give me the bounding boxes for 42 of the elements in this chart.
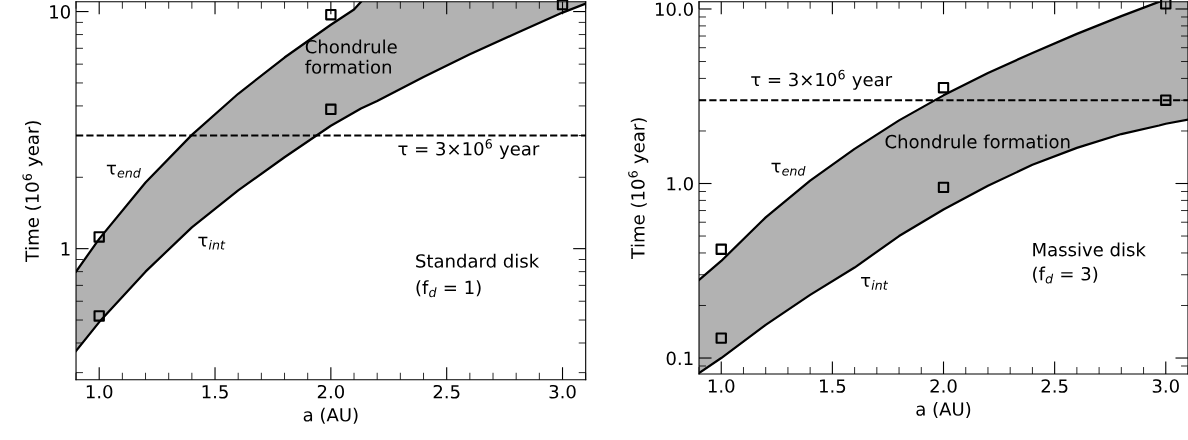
- ref-line-label: τ = 3×10$^{6}$ year: [751, 69, 893, 90]
- ref-line-label: τ = 3×10$^{6}$ year: [398, 139, 540, 160]
- point: [715, 332, 727, 344]
- annotation: (f$_{d}$ = 3): [1033, 266, 1098, 284]
- x-tick-label: 1.0: [86, 384, 113, 399]
- y-tick-label: 0.1: [666, 351, 693, 366]
- series-label: τ$_{end}$: [106, 164, 141, 178]
- point: [715, 243, 727, 255]
- x-tick-label: 2.0: [930, 379, 957, 393]
- annotation: Chondrule formation: [305, 39, 397, 74]
- point: [1160, 94, 1172, 106]
- y-tick-label: 10: [50, 5, 70, 19]
- point: [325, 9, 337, 21]
- annotation: Standard disk: [416, 253, 540, 268]
- x-axis-title: a (AU): [916, 401, 971, 418]
- x-tick-label: 3.0: [1152, 379, 1179, 393]
- series-label: τ$_{end}$: [771, 162, 806, 176]
- point: [325, 103, 337, 116]
- y-tick-label: 1.0: [667, 176, 693, 191]
- annotation: (f$_{d}$ = 1): [416, 280, 481, 298]
- point: [93, 231, 105, 243]
- x-tick-label: 1.5: [202, 385, 228, 399]
- y-axis-title: Time (10$^{6}$ year): [628, 118, 649, 260]
- point: [937, 81, 950, 94]
- x-tick-label: 1.5: [820, 379, 846, 393]
- point: [556, 0, 569, 11]
- x-tick-label: 2.5: [433, 384, 460, 399]
- point: [93, 310, 105, 322]
- annotation: Chondrule formation: [885, 134, 1070, 149]
- y-tick-label: 10.0: [655, 2, 693, 17]
- x-tick-label: 3.0: [549, 384, 576, 399]
- x-tick-label: 2.5: [1041, 379, 1068, 393]
- x-tick-label: 2.0: [317, 384, 345, 399]
- annotation: Massive disk: [1033, 242, 1146, 257]
- series-label: τ$_{int}$: [198, 236, 226, 250]
- series-label: τ$_{int}$: [861, 276, 889, 290]
- y-tick-label: 1: [61, 242, 70, 256]
- x-tick-label: 1.0: [708, 379, 735, 393]
- x-axis-title: a (AU): [303, 407, 358, 424]
- point: [1160, 0, 1172, 10]
- point: [937, 181, 950, 194]
- y-axis-title: Time (10$^{6}$ year): [22, 121, 43, 262]
